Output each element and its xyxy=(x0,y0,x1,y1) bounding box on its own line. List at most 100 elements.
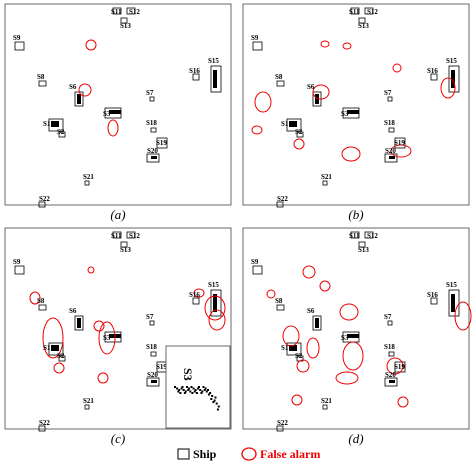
false-alarm xyxy=(29,291,41,305)
ship-box xyxy=(252,265,263,275)
legend-ship-icon xyxy=(177,448,190,460)
false-alarm xyxy=(204,295,226,321)
inset-pixel xyxy=(174,386,176,388)
ship-pixels xyxy=(347,110,359,114)
ship-pixels xyxy=(451,294,455,312)
ship-box xyxy=(112,7,122,15)
false-alarm xyxy=(293,138,305,150)
ship-label: S2 xyxy=(57,128,65,136)
ship-label: S22 xyxy=(277,195,288,203)
false-alarm xyxy=(296,359,310,373)
inset-pixel xyxy=(191,392,194,394)
inset-pixel xyxy=(204,387,207,390)
ship-pixels xyxy=(389,156,395,159)
ship-label: S13 xyxy=(358,22,369,30)
ship-box xyxy=(150,351,157,357)
inset-pixel xyxy=(212,401,215,403)
ship-box xyxy=(149,96,155,102)
ship-pixels xyxy=(315,318,319,328)
panel-caption: (d) xyxy=(348,431,363,446)
ship-pixels xyxy=(289,121,297,127)
ship-label: S9 xyxy=(13,34,21,42)
ship-box xyxy=(38,201,46,208)
inset-pixel xyxy=(199,389,202,391)
ship-label: S12 xyxy=(367,8,378,16)
ship-label: S6 xyxy=(307,83,315,91)
ship-label: S15 xyxy=(446,281,457,289)
inset-pixel xyxy=(207,389,209,391)
inset-pixel xyxy=(207,393,210,396)
inset-pixel xyxy=(194,389,197,391)
ship-box xyxy=(322,180,328,186)
inset-pixel xyxy=(213,399,216,402)
inset-pixel xyxy=(184,390,187,393)
ship-label: S1 xyxy=(281,120,289,128)
ship-label: S18 xyxy=(146,119,157,127)
ship-box xyxy=(286,118,302,132)
ship-label: S19 xyxy=(394,363,405,371)
inset-pixel xyxy=(180,387,183,390)
ship-pixels xyxy=(151,380,157,383)
panel-frame xyxy=(242,3,470,206)
ship-label: S12 xyxy=(129,232,140,240)
ship-box xyxy=(146,377,160,387)
ship-box xyxy=(364,7,374,15)
false-alarm xyxy=(42,317,64,359)
false-alarm xyxy=(78,83,92,97)
inset-label: S3 xyxy=(181,368,195,381)
ship-box xyxy=(364,231,374,239)
ship-box xyxy=(384,377,398,387)
false-alarm xyxy=(93,320,105,332)
ship-label: S22 xyxy=(277,419,288,427)
ship-box xyxy=(150,127,157,133)
ship-label: S7 xyxy=(146,89,154,97)
ship-label: S12 xyxy=(367,232,378,240)
ship-label: S8 xyxy=(37,297,45,305)
false-alarm xyxy=(320,40,330,48)
ship-box xyxy=(387,96,393,102)
ship-label: S8 xyxy=(37,73,45,81)
false-alarm xyxy=(306,337,320,359)
false-alarm xyxy=(98,321,116,355)
inset-pixel xyxy=(216,408,219,411)
ship-box xyxy=(74,315,84,331)
ship-box xyxy=(384,153,398,163)
ship-label: S9 xyxy=(251,258,259,266)
inset-pixel xyxy=(181,386,184,388)
false-alarm xyxy=(85,39,97,51)
ship-pixels xyxy=(315,94,319,104)
false-alarm xyxy=(291,394,303,406)
ship-label: S16 xyxy=(189,291,200,299)
inset-pixel xyxy=(187,389,190,391)
ship-label: S11 xyxy=(111,232,122,240)
ship-label: S15 xyxy=(208,57,219,65)
inset-pixel xyxy=(214,396,217,399)
false-alarm xyxy=(254,91,272,113)
ship-box xyxy=(192,73,200,81)
ship-label: S8 xyxy=(275,73,283,81)
inset-pixel xyxy=(179,392,182,394)
ship-label: S8 xyxy=(275,297,283,305)
ship-label: S7 xyxy=(146,313,154,321)
false-alarm xyxy=(266,289,276,299)
ship-box xyxy=(48,118,64,132)
ship-box xyxy=(350,231,360,239)
ship-label: S9 xyxy=(13,258,21,266)
ship-box xyxy=(84,180,90,186)
ship-label: S6 xyxy=(69,307,77,315)
ship-pixels xyxy=(451,70,455,88)
ship-label: S1 xyxy=(281,344,289,352)
ship-label: S18 xyxy=(384,343,395,351)
false-alarm xyxy=(339,303,359,321)
false-alarm xyxy=(335,371,359,385)
inset-pixel xyxy=(176,387,179,390)
ship-label: S21 xyxy=(83,397,94,405)
ship-label: S3 xyxy=(103,110,111,118)
inset-pixel xyxy=(188,387,191,390)
ship-box xyxy=(156,137,168,149)
inset-pixel xyxy=(189,390,192,393)
false-alarm xyxy=(97,372,109,384)
false-alarm xyxy=(282,325,300,347)
